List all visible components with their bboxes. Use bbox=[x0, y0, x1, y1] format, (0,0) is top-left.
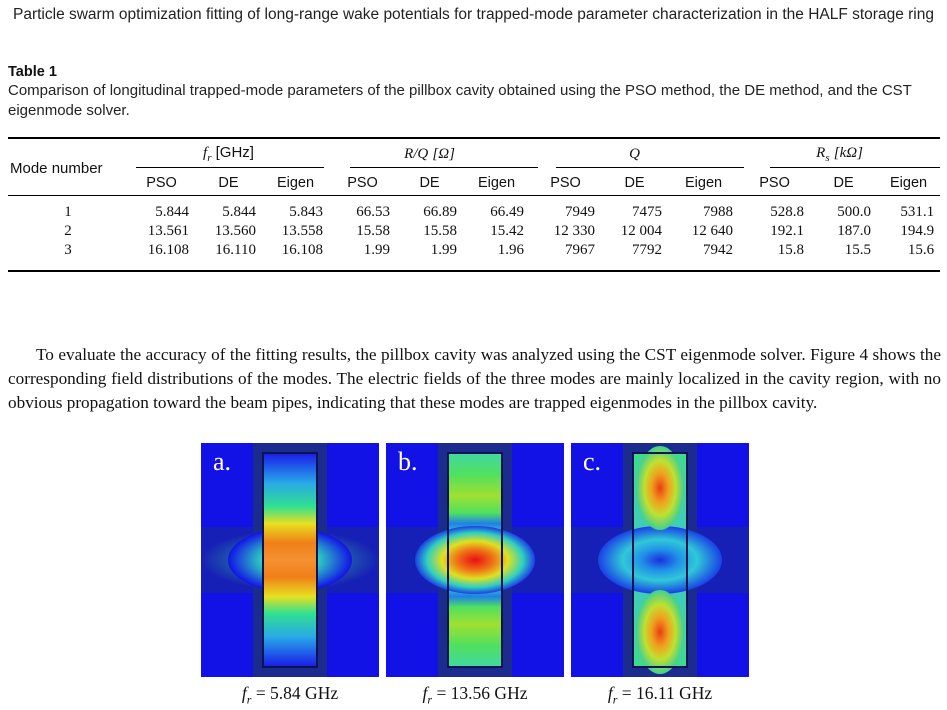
group-rule-fr bbox=[136, 167, 324, 168]
value-cell: 66.53 bbox=[356, 204, 391, 220]
body-paragraph: To evaluate the accuracy of the fitting … bbox=[8, 345, 941, 412]
subheader-pso: PSO bbox=[146, 174, 177, 191]
mode-number-cell: 3 bbox=[64, 242, 72, 258]
value-cell: 7967 bbox=[565, 242, 596, 258]
value-cell: 194.9 bbox=[900, 223, 935, 239]
value-cell: 7475 bbox=[632, 204, 663, 220]
table-bottom-rule bbox=[8, 270, 940, 272]
subheader-de: DE bbox=[218, 174, 239, 191]
field-plot-mode-3: c. bbox=[571, 443, 749, 677]
value-cell: 5.844 bbox=[155, 204, 189, 220]
value-cell: 187.0 bbox=[837, 223, 872, 239]
value-cell: 7942 bbox=[703, 242, 734, 258]
value-cell: 13.560 bbox=[214, 223, 256, 239]
field-plot-mode-1: a. bbox=[201, 443, 379, 677]
panel-letter-a: a. bbox=[213, 447, 232, 476]
group-header-q: Q bbox=[629, 146, 640, 162]
value-cell: 1.99 bbox=[363, 242, 391, 258]
data-table: Mode number fr [GHz] R/Q [Ω] Q Rs [kΩ] P… bbox=[8, 140, 940, 260]
value-cell: 500.0 bbox=[837, 204, 872, 220]
value-cell: 528.8 bbox=[770, 204, 805, 220]
running-title: Particle swarm optimization fitting of l… bbox=[13, 6, 934, 23]
value-cell: 7792 bbox=[632, 242, 663, 258]
value-cell: 66.89 bbox=[423, 204, 458, 220]
value-cell: 15.42 bbox=[490, 223, 525, 239]
panel-caption-c: fr = 16.11 GHz bbox=[607, 683, 713, 707]
value-cell: 7988 bbox=[703, 204, 734, 220]
subheader-eigen: Eigen bbox=[276, 174, 315, 191]
value-cell: 13.558 bbox=[281, 223, 324, 239]
group-rule-rs bbox=[770, 167, 940, 168]
subheader-pso: PSO bbox=[550, 174, 581, 191]
value-cell: 5.844 bbox=[222, 204, 256, 220]
value-cell: 15.6 bbox=[907, 242, 935, 258]
subheader-eigen: Eigen bbox=[684, 174, 723, 191]
table-row: 1 5.844 5.844 5.843 66.53 66.89 66.49 7949 7475 7… bbox=[8, 197, 940, 222]
table-row: 3 16.108 16.110 16.108 1.99 1.99 1.96 7967 7792 7… bbox=[8, 241, 940, 260]
subheader-pso: PSO bbox=[347, 174, 378, 191]
table-caption-block: Table 1 Comparison of longitudinal trapp… bbox=[8, 63, 940, 121]
value-cell: 1.99 bbox=[430, 242, 458, 258]
panel-caption-b: fr = 13.56 GHz bbox=[422, 683, 528, 707]
panel-letter-c: c. bbox=[583, 447, 602, 476]
subheader-de: DE bbox=[419, 174, 440, 191]
value-cell: 15.58 bbox=[356, 223, 391, 239]
subheader-de: DE bbox=[624, 174, 645, 191]
panel-letter-b: b. bbox=[398, 447, 418, 476]
value-cell: 531.1 bbox=[900, 204, 935, 220]
value-cell: 12 004 bbox=[620, 223, 663, 239]
value-cell: 12 640 bbox=[691, 223, 734, 239]
table-top-rule bbox=[8, 137, 940, 139]
value-cell: 16.108 bbox=[281, 242, 324, 258]
value-cell: 16.110 bbox=[215, 242, 256, 258]
subheader-pso: PSO bbox=[759, 174, 790, 191]
table-header-rule bbox=[8, 195, 940, 196]
mode-number-cell: 2 bbox=[64, 223, 72, 239]
value-cell: 16.108 bbox=[147, 242, 189, 258]
table-row: 2 13.561 13.560 13.558 15.58 15.58 15.42 12 330… bbox=[8, 222, 940, 241]
group-header-rs: Rs [kΩ] bbox=[816, 145, 863, 164]
value-cell: 15.5 bbox=[844, 242, 872, 258]
value-cell: 15.58 bbox=[423, 223, 458, 239]
value-cell: 7949 bbox=[565, 204, 596, 220]
value-cell: 5.843 bbox=[289, 204, 324, 220]
field-plot-mode-2: b. bbox=[386, 443, 564, 677]
group-header-fr: fr [GHz] bbox=[203, 144, 254, 164]
mode-number-header: Mode number bbox=[10, 160, 103, 177]
group-rule-q bbox=[556, 167, 744, 168]
value-cell: 13.561 bbox=[147, 223, 189, 239]
subheader-eigen: Eigen bbox=[477, 174, 516, 191]
subheader-eigen: Eigen bbox=[890, 174, 928, 191]
value-cell: 1.96 bbox=[497, 242, 525, 258]
table-label: Table 1 bbox=[8, 64, 57, 80]
panel-caption-a: fr = 5.84 GHz bbox=[241, 683, 339, 707]
value-cell: 192.1 bbox=[770, 223, 805, 239]
value-cell: 15.8 bbox=[777, 242, 805, 258]
group-rule-rq bbox=[350, 167, 538, 168]
mode-number-cell: 1 bbox=[64, 204, 72, 220]
table-caption: Comparison of longitudinal trapped-mode … bbox=[8, 82, 912, 119]
group-header-rq: R/Q [Ω] bbox=[404, 146, 455, 162]
value-cell: 66.49 bbox=[490, 204, 525, 220]
value-cell: 12 330 bbox=[553, 223, 596, 239]
subheader-de: DE bbox=[833, 174, 854, 191]
